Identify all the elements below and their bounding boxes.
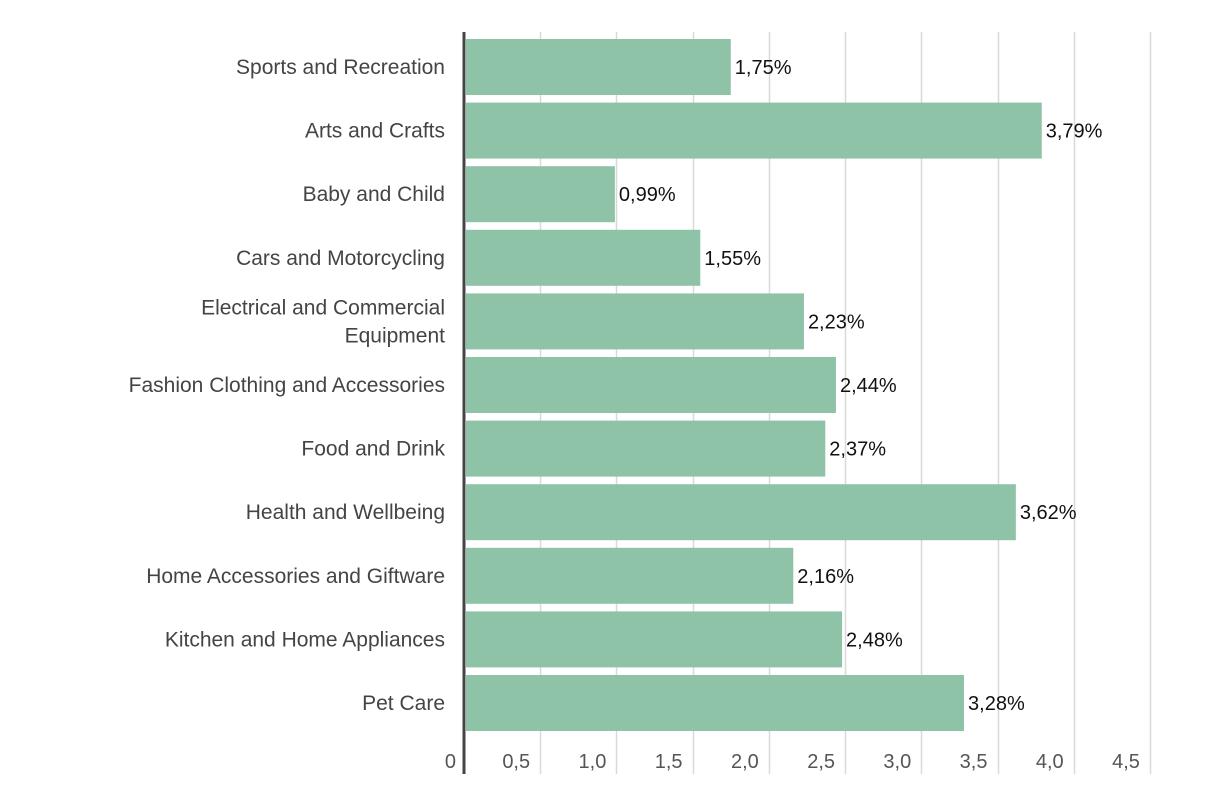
data-label: 1,75% (735, 57, 792, 79)
x-axis-tick-labels: 0 0,5 1,0 1,5 2,0 2,5 3,0 3,5 4,0 4,5 (445, 751, 1140, 773)
category-label: Baby and Child (303, 183, 445, 206)
category-label: Pet Care (362, 692, 445, 715)
bar (466, 357, 836, 413)
bar (466, 611, 843, 668)
data-label: 1,55% (704, 248, 761, 270)
bar (466, 484, 1016, 541)
data-label: 2,37% (829, 439, 886, 461)
x-tick-label: 0,5 (502, 751, 530, 773)
data-label: 0,99% (619, 184, 676, 206)
x-tick-label: 2,0 (731, 751, 759, 773)
category-label: Sports and Recreation (236, 56, 445, 79)
category-label: Fashion Clothing and Accessories (129, 374, 445, 397)
x-tick-label: 1,5 (655, 751, 683, 773)
category-label: Home Accessories and Giftware (146, 565, 445, 588)
category-labels: Sports and Recreation Arts and Crafts Baby… (129, 56, 446, 715)
data-label: 3,62% (1020, 502, 1077, 524)
category-label: Food and Drink (301, 438, 445, 461)
x-tick-label: 1,0 (579, 751, 607, 773)
bar (466, 166, 615, 223)
bar (466, 675, 965, 731)
category-label: Kitchen and Home Appliances (165, 628, 445, 651)
x-tick-label: 2,5 (807, 751, 835, 773)
data-label: 2,16% (797, 566, 854, 588)
bar (466, 39, 731, 95)
bar (466, 420, 826, 477)
x-tick-label: 3,0 (883, 751, 911, 773)
bars (466, 39, 1042, 731)
data-label: 2,44% (840, 375, 897, 397)
category-label-line: Electrical and Commercial (201, 296, 445, 319)
category-label: Health and Wellbeing (246, 501, 445, 524)
category-label: Arts and Crafts (305, 120, 445, 143)
category-label: Electrical and Commercial Equipment (201, 296, 445, 347)
data-label: 2,48% (846, 629, 903, 651)
data-label: 3,28% (968, 693, 1025, 715)
x-tick-label: 4,5 (1112, 751, 1140, 773)
data-label: 3,79% (1046, 121, 1103, 143)
data-label: 2,23% (808, 311, 865, 333)
bar (466, 102, 1042, 159)
bar (466, 229, 701, 286)
x-tick-label: 0 (445, 751, 456, 773)
bar (466, 293, 804, 350)
x-tick-label: 3,5 (960, 751, 988, 773)
value-labels: 1,75% 3,79% 0,99% 1,55% 2,23% 2,44% 2,37% 3,62%… (619, 57, 1103, 715)
bar (466, 547, 794, 604)
x-tick-label: 4,0 (1036, 751, 1064, 773)
category-label-line: Equipment (345, 324, 446, 347)
category-label: Cars and Motorcycling (236, 247, 445, 270)
